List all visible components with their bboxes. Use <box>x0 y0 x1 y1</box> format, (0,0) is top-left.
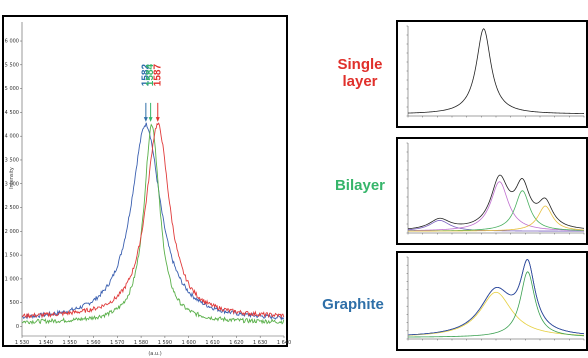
x-tick-label: 1 580 <box>134 340 148 346</box>
peak-arrowhead <box>143 117 148 122</box>
x-tick-label: 1 540 <box>39 340 53 346</box>
peak-label: 1584 <box>145 64 156 87</box>
panel-fit-line <box>407 174 585 230</box>
graphite-text: Graphite <box>322 296 384 313</box>
y-tick-label: 500 <box>9 300 19 306</box>
panel-fit-line <box>407 28 585 114</box>
y-tick-label: 6 000 <box>5 39 19 45</box>
panel-frame <box>396 20 588 128</box>
panel-fit-line <box>407 291 585 336</box>
y-tick-label: 3 000 <box>5 181 19 187</box>
y-tick-label: 4 500 <box>5 110 19 116</box>
bilayer-label: Bilayer <box>325 177 395 194</box>
x-tick-label: 1 610 <box>205 340 219 346</box>
x-tick-label: 1 620 <box>229 340 243 346</box>
single-layer-text: Single layer <box>337 56 383 90</box>
graphite-label: Graphite <box>315 296 391 313</box>
panel-frame <box>396 137 588 245</box>
peak-arrowhead <box>148 117 153 122</box>
x-tick-label: 1 560 <box>86 340 100 346</box>
bilayer-text: Bilayer <box>334 177 386 194</box>
single-layer-panel <box>396 20 588 128</box>
x-tick-label: 1 600 <box>182 340 196 346</box>
main-spectrum-chart: 1 530 1 540 1 550 1 560 1 570 1 580 1 590 1 600… <box>2 15 291 357</box>
x-tick-label: 1 530 <box>15 340 29 346</box>
panel-fit-line <box>407 259 585 336</box>
x-tick-label: 1 570 <box>110 340 124 346</box>
bilayer-panel <box>396 137 588 245</box>
spectrum-series-line <box>21 123 285 325</box>
y-tick-label: 5 000 <box>5 86 19 92</box>
graphite-panel <box>396 251 588 351</box>
x-tick-label: 1 590 <box>158 340 172 346</box>
panel-frame <box>396 251 588 351</box>
y-tick-label: 3 500 <box>5 157 19 163</box>
peak-label: 1587 <box>152 64 163 87</box>
panel-fit-line <box>407 181 585 231</box>
peak-label: 1582 <box>140 64 151 87</box>
panel-fit-line <box>408 205 585 232</box>
y-tick-label: 5 500 <box>5 62 19 68</box>
panel-fit-line <box>407 271 585 338</box>
plot-frame <box>2 15 288 347</box>
x-tick-label: 1 640 <box>277 340 291 346</box>
y-tick-label: 2 500 <box>5 205 19 211</box>
y-tick-label: 2 000 <box>5 229 19 235</box>
y-tick-label: 4 000 <box>5 134 19 140</box>
y-tick-label: 0 <box>16 324 19 330</box>
single-layer-label: Single layer <box>330 56 390 90</box>
y-tick-label: 1 500 <box>5 253 19 259</box>
x-tick-label: 1 630 <box>253 340 267 346</box>
spectrum-series-line <box>21 122 285 319</box>
y-axis-label: Intensity <box>9 167 15 189</box>
x-tick-label: 1 550 <box>62 340 76 346</box>
x-axis-label: (a.u.) <box>148 351 161 357</box>
peak-arrowhead <box>155 117 160 122</box>
y-tick-label: 1 000 <box>5 276 19 282</box>
